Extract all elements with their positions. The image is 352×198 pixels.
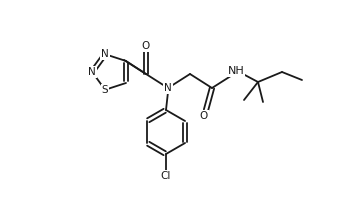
- Text: O: O: [200, 111, 208, 121]
- Text: N: N: [101, 49, 109, 59]
- Text: S: S: [102, 85, 108, 95]
- Text: Cl: Cl: [161, 171, 171, 181]
- Text: N: N: [164, 83, 172, 93]
- Text: N: N: [88, 67, 96, 77]
- Text: O: O: [142, 41, 150, 51]
- Text: NH: NH: [228, 66, 244, 76]
